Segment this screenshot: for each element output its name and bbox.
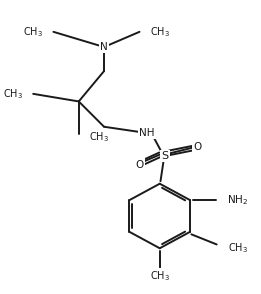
Text: CH$_3$: CH$_3$ bbox=[23, 25, 43, 39]
Text: S: S bbox=[161, 151, 168, 161]
Text: O: O bbox=[194, 142, 202, 152]
Text: CH$_3$: CH$_3$ bbox=[150, 25, 170, 39]
Text: CH$_3$: CH$_3$ bbox=[3, 87, 23, 101]
Text: CH$_3$: CH$_3$ bbox=[150, 269, 170, 283]
Text: CH$_3$: CH$_3$ bbox=[89, 130, 109, 144]
Text: N: N bbox=[100, 42, 108, 52]
Text: O: O bbox=[135, 160, 144, 170]
Text: NH: NH bbox=[139, 128, 155, 138]
Text: NH$_2$: NH$_2$ bbox=[227, 193, 248, 207]
Text: CH$_3$: CH$_3$ bbox=[228, 241, 248, 255]
